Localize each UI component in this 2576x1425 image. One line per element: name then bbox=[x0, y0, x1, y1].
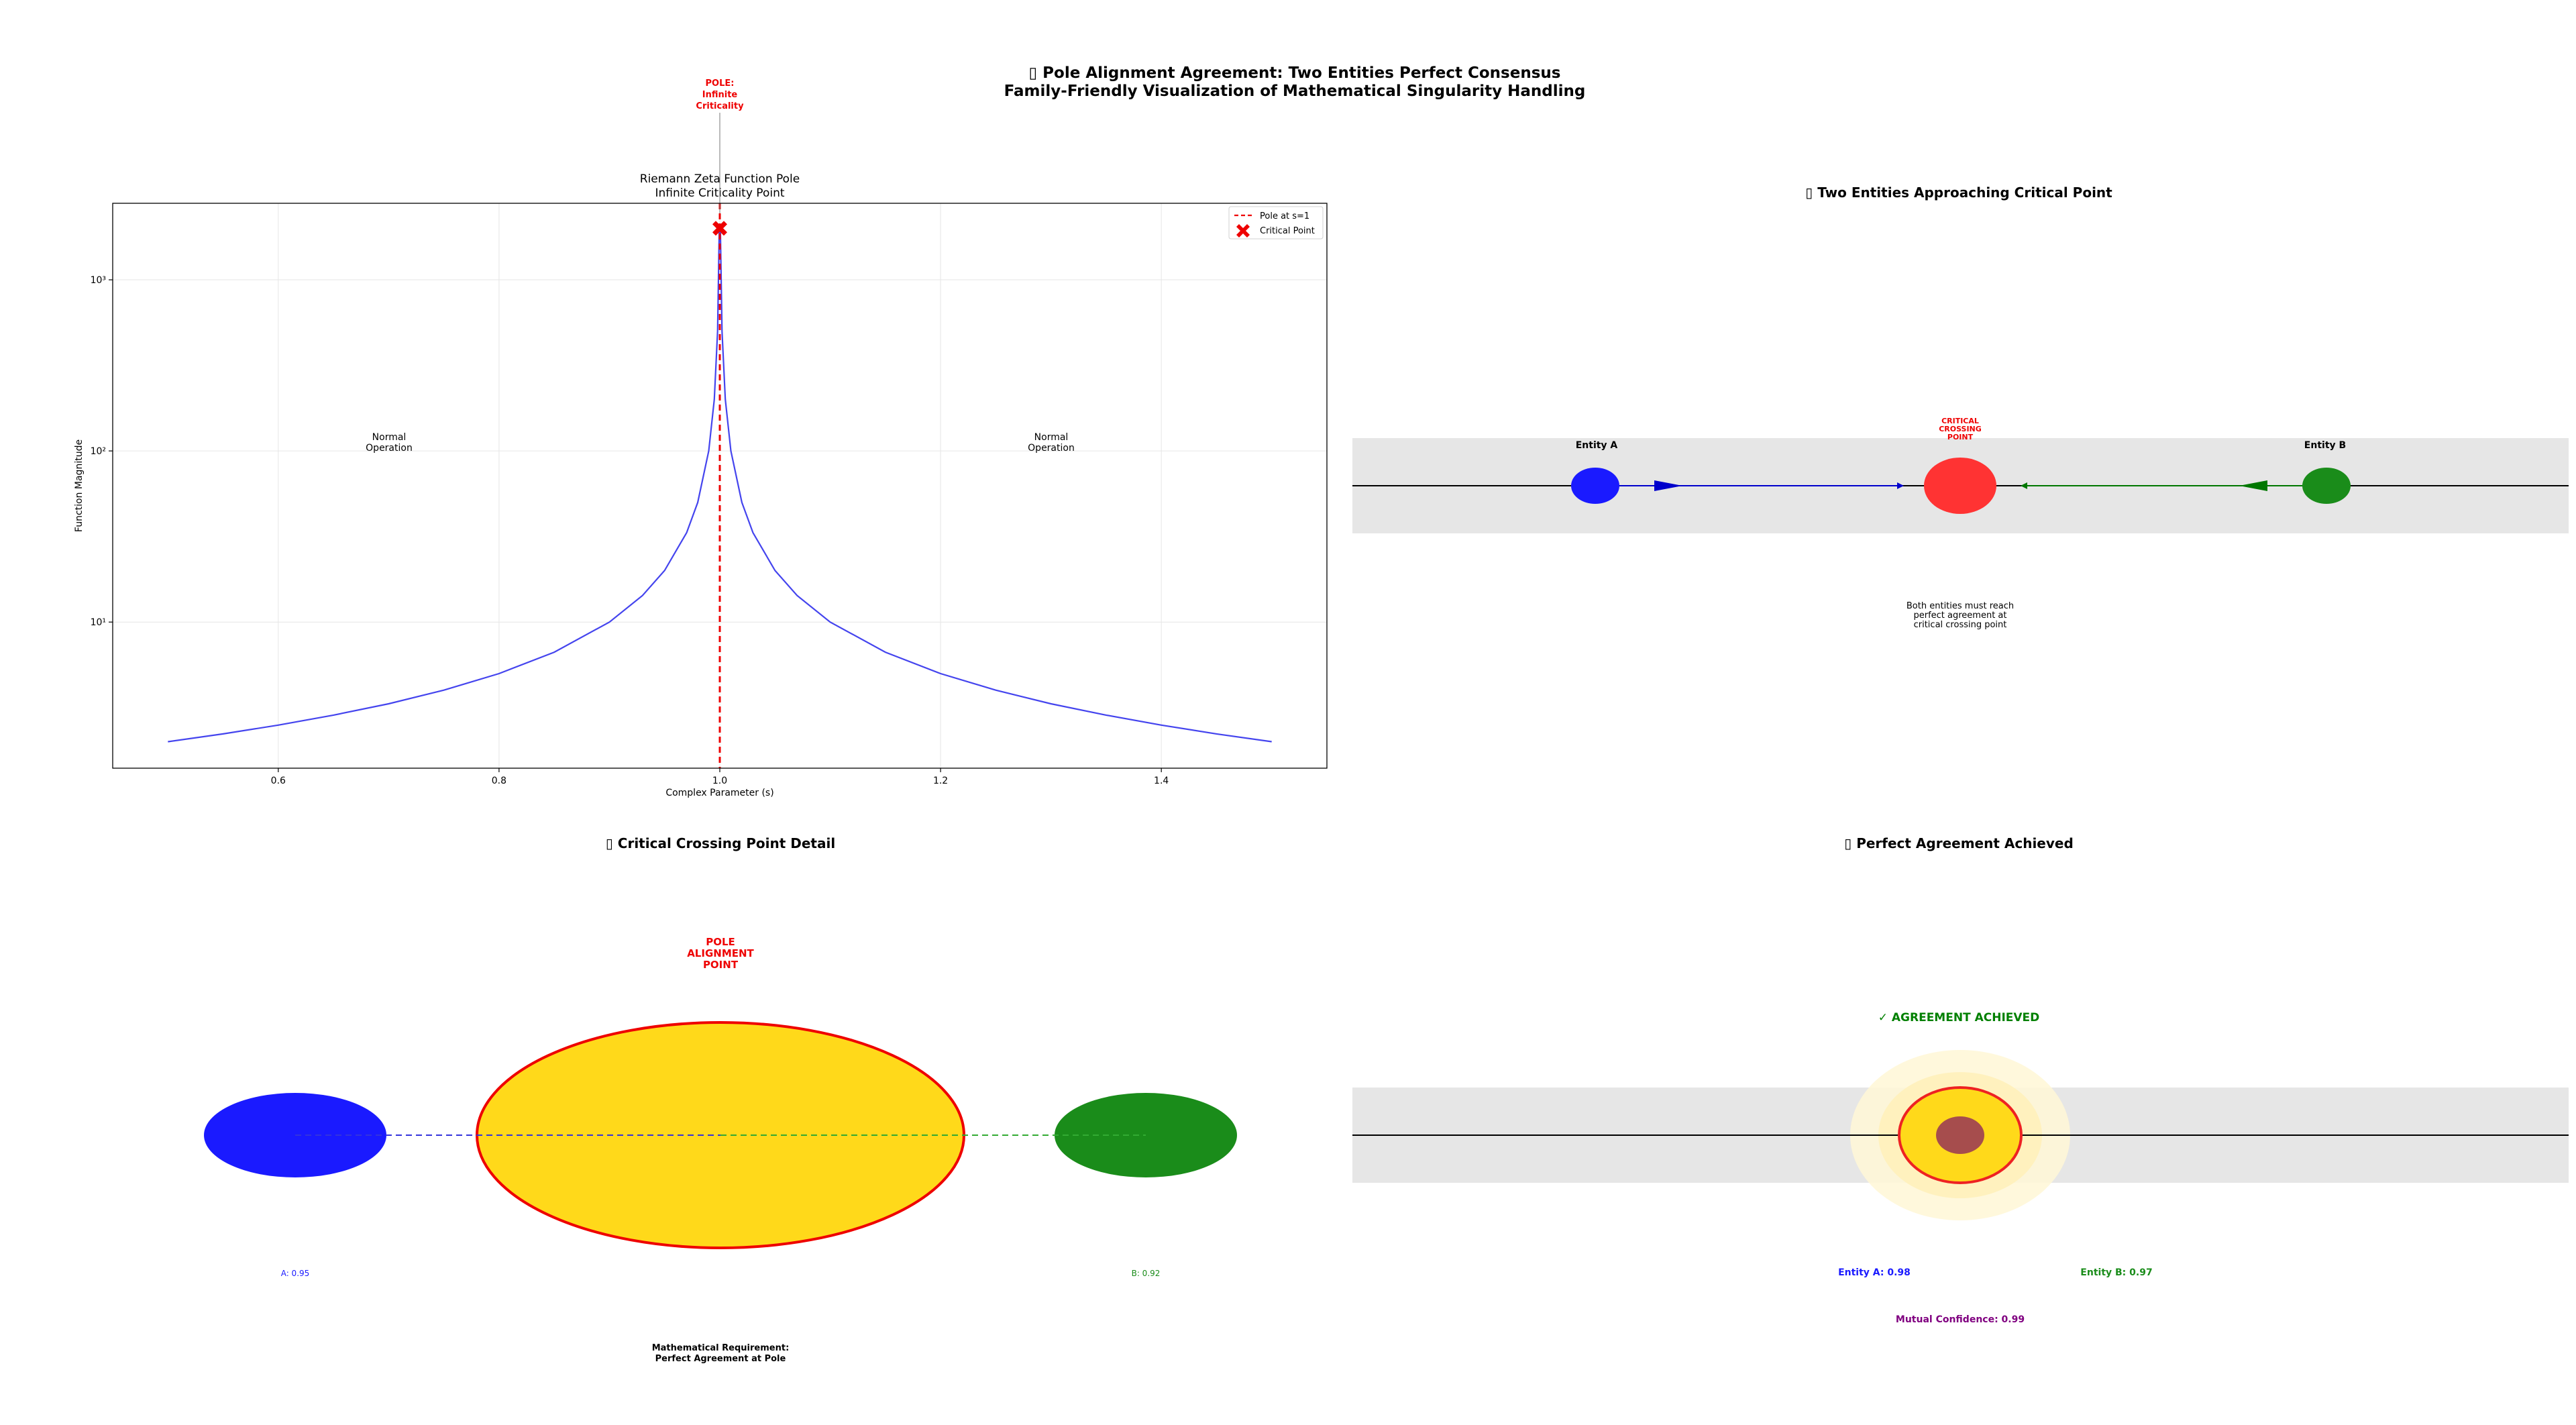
agreement-achieved-label: ✓ AGREEMENT ACHIEVED bbox=[1878, 1011, 2040, 1024]
chart-series bbox=[168, 113, 1272, 768]
x-tick-label: 0.8 bbox=[492, 776, 506, 786]
merged-entities-core bbox=[1936, 1116, 1984, 1154]
entity-b-label: Entity B bbox=[2304, 440, 2346, 451]
pole-label-line-2: Infinite bbox=[702, 90, 738, 100]
approach-note-line-3: critical crossing point bbox=[1914, 620, 2007, 630]
suptitle-line-1: ▯ Pole Alignment Agreement: Two Entities… bbox=[1029, 64, 1561, 82]
normal-operation-right-line-1: Normal bbox=[1034, 432, 1069, 443]
x-tick-label: 1.4 bbox=[1154, 776, 1169, 786]
critical-point-marker bbox=[712, 221, 727, 236]
entity-a-label: Entity A bbox=[1576, 440, 1618, 451]
legend-swatch-critical-point bbox=[1236, 224, 1250, 237]
entity-b-direction-arrow bbox=[2239, 480, 2267, 491]
crossing-detail-panel: ▯ Critical Crossing Point Detail POLE AL… bbox=[204, 835, 1237, 1364]
y-tick-label: 10¹ bbox=[91, 617, 106, 628]
suptitle-line-2: Family-Friendly Visualization of Mathema… bbox=[1004, 83, 1586, 100]
approach-panel-title: ▯ Two Entities Approaching Critical Poin… bbox=[1805, 184, 2112, 201]
y-axis-label: Function Magnitude bbox=[74, 439, 85, 532]
alignment-label-line-1: POLE bbox=[706, 936, 735, 948]
x-tick-label: 0.6 bbox=[271, 776, 286, 786]
chart-legend: Pole at s=1 Critical Point bbox=[1228, 206, 1324, 240]
approach-panel: ▯ Two Entities Approaching Critical Poin… bbox=[1352, 184, 2569, 630]
approach-note-line-2: perfect agreement at bbox=[1913, 611, 2006, 621]
entity-a-detail-value: A: 0.95 bbox=[281, 1269, 310, 1278]
y-tick-label: 10³ bbox=[91, 275, 106, 286]
entity-b-detail-value: B: 0.92 bbox=[1132, 1269, 1161, 1278]
crossing-label-line-2: CROSSING bbox=[1939, 425, 1982, 433]
agreement-panel: ▯ Perfect Agreement Achieved ✓ AGREEMENT… bbox=[1352, 835, 2569, 1325]
normal-operation-right-line-2: Operation bbox=[1028, 443, 1075, 454]
legend-label-critical-point: Critical Point bbox=[1260, 226, 1315, 236]
crossing-label-line-3: POINT bbox=[1947, 433, 1974, 441]
x-tick-label: 1.0 bbox=[712, 776, 727, 786]
legend-box bbox=[1228, 206, 1324, 240]
entity-b-marker bbox=[2302, 468, 2351, 504]
crossing-detail-title: ▯ Critical Crossing Point Detail bbox=[606, 835, 835, 851]
normal-operation-left-line-2: Operation bbox=[366, 443, 413, 454]
entity-b-arrow-tail-head bbox=[2021, 482, 2027, 489]
chart-panel: POLE: Infinite Criticality Riemann Zeta … bbox=[74, 78, 1328, 798]
entity-b-confidence: Entity B: 0.97 bbox=[2080, 1267, 2152, 1278]
entity-a-arrow-tail-head bbox=[1897, 482, 1904, 489]
x-axis-label: Complex Parameter (s) bbox=[665, 788, 773, 798]
agreement-panel-title: ▯ Perfect Agreement Achieved bbox=[1844, 835, 2074, 851]
requirement-line-2: Perfect Agreement at Pole bbox=[655, 1354, 786, 1364]
entity-a-marker bbox=[1571, 468, 1619, 504]
pole-label-line-3: Criticality bbox=[696, 101, 744, 111]
alignment-label-line-3: POINT bbox=[703, 959, 739, 971]
legend-label-pole: Pole at s=1 bbox=[1260, 211, 1309, 221]
mutual-confidence: Mutual Confidence: 0.99 bbox=[1896, 1314, 2025, 1325]
pole-label-line-1: POLE: bbox=[706, 78, 735, 89]
x-tick-label: 1.2 bbox=[933, 776, 948, 786]
entity-a-direction-arrow bbox=[1654, 480, 1682, 491]
chart-ticks: 0.6 0.8 1.0 1.2 1.4 10¹ 10² 10³ bbox=[91, 275, 1169, 786]
entity-a-confidence: Entity A: 0.98 bbox=[1838, 1267, 1911, 1278]
y-tick-label: 10² bbox=[91, 446, 106, 457]
critical-crossing-marker bbox=[1924, 458, 1996, 514]
normal-operation-left-line-1: Normal bbox=[372, 432, 407, 443]
alignment-label-line-2: ALIGNMENT bbox=[687, 947, 754, 959]
crossing-label-line-1: CRITICAL bbox=[1941, 417, 1979, 425]
approach-note-line-1: Both entities must reach bbox=[1907, 601, 2014, 611]
requirement-line-1: Mathematical Requirement: bbox=[652, 1343, 790, 1353]
